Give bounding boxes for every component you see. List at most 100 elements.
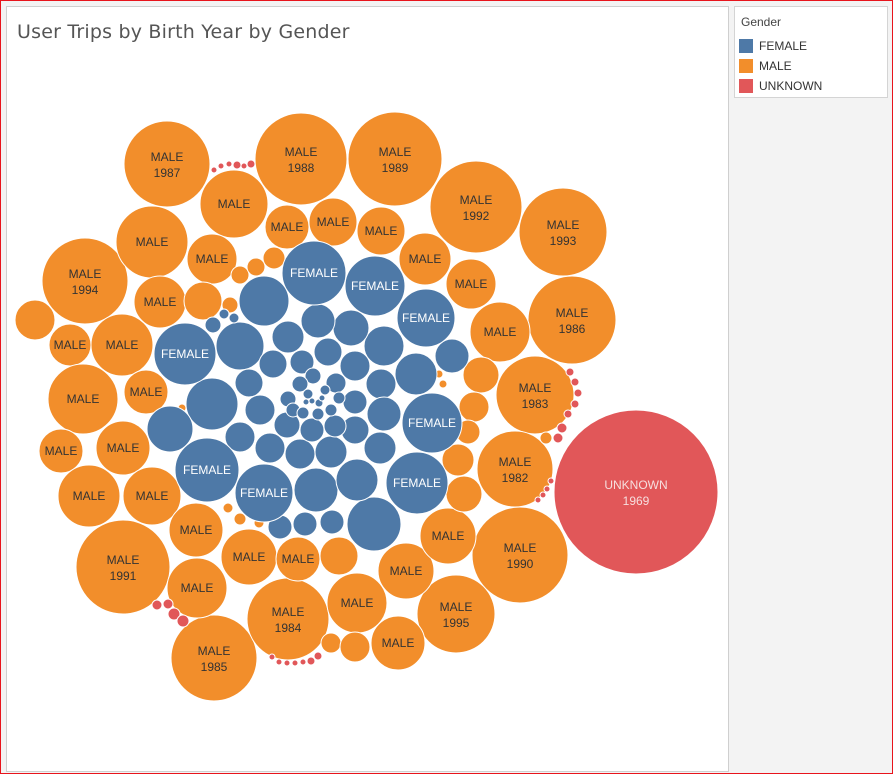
bubble-female[interactable] bbox=[344, 255, 406, 317]
bubble-male-1993[interactable] bbox=[518, 187, 608, 277]
bubble-unknown-small[interactable] bbox=[246, 159, 256, 169]
bubble-unknown-small[interactable] bbox=[217, 162, 225, 170]
bubble-female[interactable] bbox=[318, 394, 326, 402]
bubble-female[interactable] bbox=[434, 338, 470, 374]
bubble-female[interactable] bbox=[335, 458, 379, 502]
bubble-male-1988[interactable] bbox=[254, 112, 348, 206]
bubble-female[interactable] bbox=[308, 397, 316, 405]
bubble-male-small[interactable] bbox=[262, 246, 286, 270]
bubble-unknown-small[interactable] bbox=[291, 659, 299, 667]
bubble-unknown-small[interactable] bbox=[232, 160, 242, 170]
bubble-unknown-small[interactable] bbox=[210, 166, 218, 174]
bubble-female[interactable] bbox=[332, 309, 370, 347]
bubble-female[interactable] bbox=[296, 406, 310, 420]
bubble-male-1984[interactable] bbox=[246, 577, 330, 661]
bubble-male-1987[interactable] bbox=[123, 120, 211, 208]
bubble-unknown-small[interactable] bbox=[167, 607, 181, 621]
bubble-male-small[interactable] bbox=[539, 431, 553, 445]
bubble-female[interactable] bbox=[234, 368, 264, 398]
bubble-male-small[interactable] bbox=[462, 356, 500, 394]
bubble-male[interactable] bbox=[469, 301, 531, 363]
bubble-unknown-1969[interactable] bbox=[553, 409, 719, 575]
bubble-female[interactable] bbox=[394, 352, 438, 396]
bubble-female[interactable] bbox=[342, 389, 368, 415]
bubble-female[interactable] bbox=[234, 463, 294, 523]
bubble-male-1995[interactable] bbox=[416, 574, 496, 654]
bubble-female[interactable] bbox=[339, 350, 371, 382]
bubble-male-small[interactable] bbox=[339, 631, 371, 663]
bubble-unknown-small[interactable] bbox=[268, 653, 276, 661]
bubble-male-1989[interactable] bbox=[347, 111, 443, 207]
bubble-unknown-small[interactable] bbox=[225, 160, 233, 168]
bubble-female[interactable] bbox=[185, 377, 239, 431]
bubble-male[interactable] bbox=[166, 557, 228, 619]
bubble-female[interactable] bbox=[323, 414, 347, 438]
bubble-male[interactable] bbox=[47, 363, 119, 435]
bubble-female[interactable] bbox=[174, 437, 240, 503]
bubble-male[interactable] bbox=[57, 464, 121, 528]
bubble-female[interactable] bbox=[302, 388, 314, 400]
bubble-unknown-small[interactable] bbox=[563, 409, 573, 419]
bubble-male-small[interactable] bbox=[14, 299, 56, 341]
bubble-female[interactable] bbox=[146, 405, 194, 453]
bubble-unknown-small[interactable] bbox=[570, 377, 580, 387]
bubble-female[interactable] bbox=[293, 467, 339, 513]
legend-item-unknown[interactable]: UNKNOWN bbox=[739, 78, 822, 94]
legend-item-male[interactable]: MALE bbox=[739, 58, 792, 74]
bubble-male[interactable] bbox=[199, 169, 269, 239]
bubble-female[interactable] bbox=[385, 451, 449, 515]
bubble-unknown-small[interactable] bbox=[539, 491, 547, 499]
bubble-male[interactable] bbox=[370, 615, 426, 671]
bubble-male-small[interactable] bbox=[320, 632, 342, 654]
bubble-unknown-small[interactable] bbox=[543, 485, 551, 493]
bubble-unknown-small[interactable] bbox=[534, 496, 542, 504]
bubble-male-small[interactable] bbox=[319, 536, 359, 576]
bubble-female[interactable] bbox=[311, 407, 325, 421]
bubble-male[interactable] bbox=[398, 232, 452, 286]
bubble-unknown-small[interactable] bbox=[570, 399, 580, 409]
bubble-female[interactable] bbox=[204, 316, 222, 334]
bubble-male-1992[interactable] bbox=[429, 160, 523, 254]
bubble-male-small[interactable] bbox=[445, 475, 483, 513]
bubble-male-1982[interactable] bbox=[476, 430, 554, 508]
bubble-female[interactable] bbox=[224, 421, 256, 453]
bubble-male-small[interactable] bbox=[230, 265, 250, 285]
bubble-female[interactable] bbox=[300, 303, 336, 339]
bubble-female[interactable] bbox=[324, 403, 338, 417]
bubble-male-small[interactable] bbox=[458, 391, 490, 423]
bubble-male-1985[interactable] bbox=[170, 614, 258, 702]
bubble-male[interactable] bbox=[419, 507, 477, 565]
bubble-female[interactable] bbox=[346, 496, 402, 552]
bubble-unknown-small[interactable] bbox=[275, 658, 283, 666]
bubble-male[interactable] bbox=[90, 313, 154, 377]
bubble-male-1991[interactable] bbox=[75, 519, 171, 615]
bubble-male[interactable] bbox=[308, 197, 358, 247]
bubble-male[interactable] bbox=[122, 466, 182, 526]
bubble-unknown-small[interactable] bbox=[162, 598, 174, 610]
bubble-male-small[interactable] bbox=[233, 512, 247, 526]
bubble-unknown-small[interactable] bbox=[283, 659, 291, 667]
bubble-male[interactable] bbox=[264, 204, 310, 250]
bubble-female[interactable] bbox=[271, 320, 305, 354]
bubble-female[interactable] bbox=[153, 322, 217, 386]
bubble-unknown-small[interactable] bbox=[306, 656, 316, 666]
bubble-male[interactable] bbox=[445, 258, 497, 310]
bubble-female[interactable] bbox=[258, 349, 288, 379]
bubble-male-small[interactable] bbox=[441, 443, 475, 477]
bubble-male-small[interactable] bbox=[438, 379, 448, 389]
bubble-unknown-small[interactable] bbox=[313, 651, 323, 661]
bubble-female[interactable] bbox=[215, 321, 265, 371]
bubble-female[interactable] bbox=[228, 312, 240, 324]
legend-item-female[interactable]: FEMALE bbox=[739, 38, 807, 54]
bubble-female[interactable] bbox=[299, 417, 325, 443]
bubble-female[interactable] bbox=[289, 349, 315, 375]
bubble-unknown-small[interactable] bbox=[565, 367, 575, 377]
bubble-female[interactable] bbox=[304, 367, 322, 385]
bubble-female[interactable] bbox=[314, 435, 348, 469]
bubble-male-small[interactable] bbox=[246, 257, 266, 277]
bubble-female[interactable] bbox=[401, 392, 463, 454]
bubble-male[interactable] bbox=[168, 502, 224, 558]
bubble-unknown-small[interactable] bbox=[151, 599, 163, 611]
bubble-unknown-small[interactable] bbox=[552, 432, 564, 444]
bubble-male-small[interactable] bbox=[222, 502, 234, 514]
